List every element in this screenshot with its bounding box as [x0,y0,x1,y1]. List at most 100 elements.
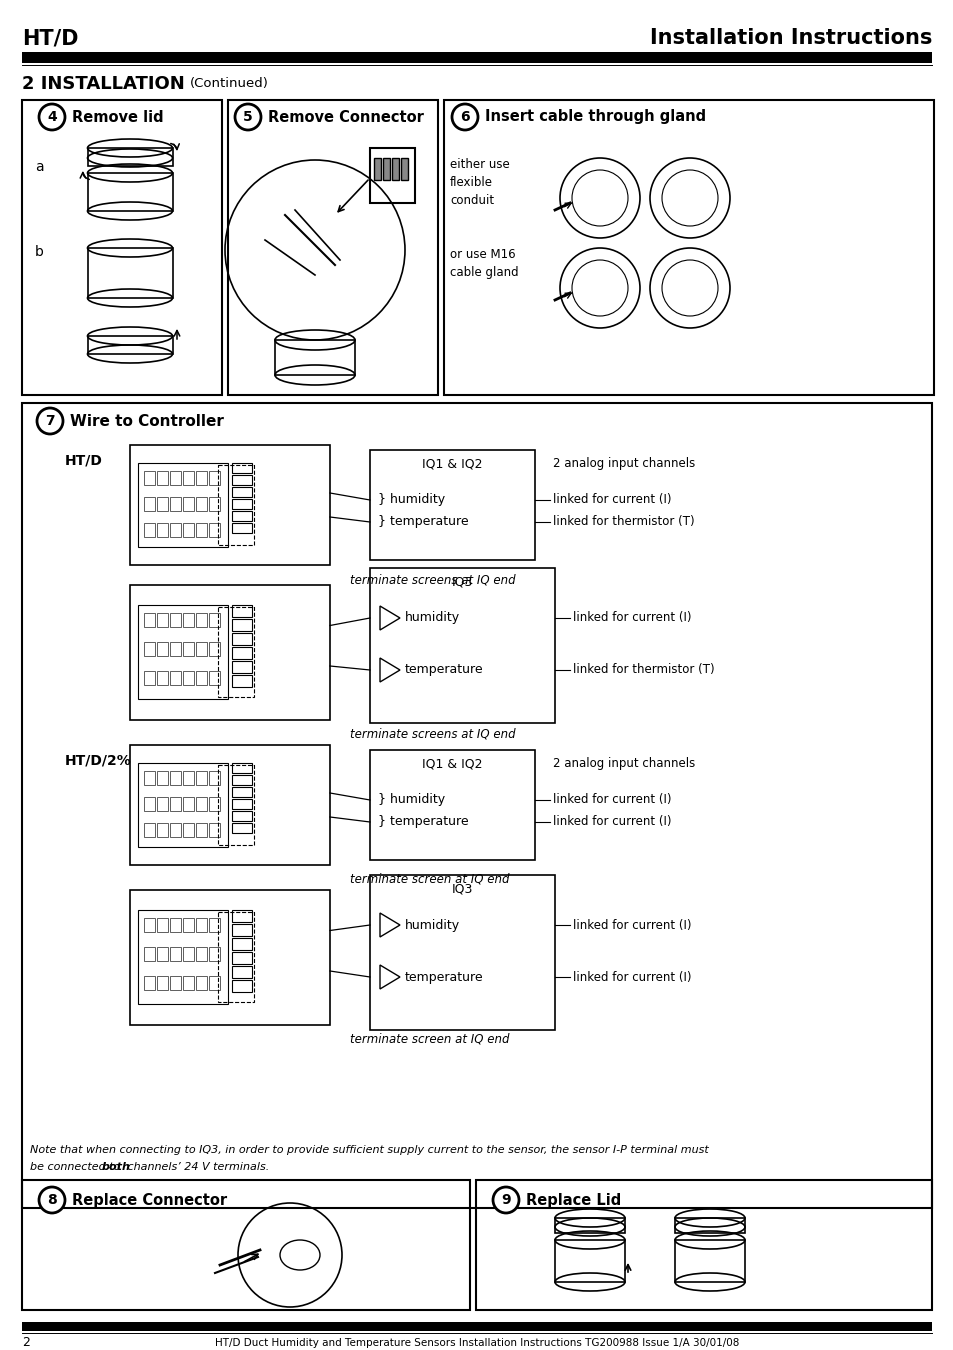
Text: IQ3: IQ3 [452,883,473,895]
Text: temperature: temperature [405,971,483,984]
Bar [195,643,207,656]
Bar [130,446,330,566]
Bar [22,100,222,396]
Text: HT/D Duct Humidity and Temperature Sensors Installation Instructions TG200988 Is: HT/D Duct Humidity and Temperature Senso… [214,1338,739,1349]
Text: or use M16
cable gland: or use M16 cable gland [450,248,518,279]
Bar [195,946,207,961]
Bar [183,771,193,784]
Bar [170,471,181,485]
Text: IQ3: IQ3 [452,575,473,589]
Bar [138,763,228,846]
Bar [170,671,181,684]
Bar [157,497,168,512]
Text: both: both [102,1162,131,1172]
Bar [443,100,933,396]
Bar [232,910,252,922]
Bar [22,404,931,1208]
Bar [195,796,207,811]
Bar [144,643,154,656]
Bar [88,336,172,354]
Bar [555,1218,624,1233]
Bar [232,512,252,521]
Bar [209,918,220,932]
Text: humidity: humidity [405,612,459,625]
Bar [183,643,193,656]
Bar [157,613,168,626]
Circle shape [234,104,261,130]
Bar [195,976,207,990]
Circle shape [39,104,65,130]
Bar [218,913,253,1002]
Bar [274,340,355,375]
Text: } temperature: } temperature [377,516,468,528]
Bar [232,763,252,774]
Bar [157,671,168,684]
Bar [195,613,207,626]
Bar [209,471,220,485]
Bar [144,471,154,485]
Bar [232,487,252,497]
Bar [232,811,252,821]
Bar [218,608,253,697]
Bar [144,497,154,512]
Bar [370,568,555,724]
Text: be connected to: be connected to [30,1162,124,1172]
Bar [157,946,168,961]
Bar [170,946,181,961]
Bar [218,765,253,845]
Text: } temperature: } temperature [377,815,468,829]
Text: (Continued): (Continued) [190,77,269,90]
Text: linked for thermistor (T): linked for thermistor (T) [573,663,714,676]
Text: linked for thermistor (T): linked for thermistor (T) [553,516,694,528]
Bar [232,775,252,784]
Text: 2 analog input channels: 2 analog input channels [553,458,695,471]
Bar [130,890,330,1025]
Text: Remove Connector: Remove Connector [268,109,423,124]
Bar [183,796,193,811]
Bar [232,662,252,674]
Text: HT/D/2%: HT/D/2% [65,753,132,767]
Text: terminate screen at IQ end: terminate screen at IQ end [350,1033,509,1045]
Bar [209,824,220,837]
Bar [232,967,252,977]
Circle shape [37,408,63,433]
Bar [183,471,193,485]
Bar [144,796,154,811]
Text: linked for current (I): linked for current (I) [553,494,671,506]
Bar [22,53,931,63]
Bar [370,875,555,1030]
Bar [555,1241,624,1282]
Bar [675,1218,744,1233]
Bar [209,671,220,684]
Bar [183,613,193,626]
Bar [157,824,168,837]
Text: terminate screens at IQ end: terminate screens at IQ end [350,574,515,586]
Bar [392,158,398,180]
Bar [195,918,207,932]
Text: IQ1 & IQ2: IQ1 & IQ2 [422,757,482,771]
Text: channels’ 24 V terminals.: channels’ 24 V terminals. [124,1162,269,1172]
Text: either use
flexible
conduit: either use flexible conduit [450,158,509,207]
Bar [157,918,168,932]
Bar [183,522,193,537]
Bar [232,824,252,833]
Text: terminate screens at IQ end: terminate screens at IQ end [350,728,515,741]
Bar [232,675,252,687]
Bar [22,1322,931,1331]
Bar [138,910,228,1004]
Text: Replace Connector: Replace Connector [71,1192,227,1207]
Bar [209,497,220,512]
Bar [170,918,181,932]
Bar [157,771,168,784]
Text: HT/D: HT/D [22,28,78,49]
Bar [183,976,193,990]
Bar [138,605,228,699]
Bar [130,745,330,865]
Text: terminate screen at IQ end: terminate screen at IQ end [350,872,509,886]
Text: } humidity: } humidity [377,494,445,506]
Bar [170,976,181,990]
Bar [370,148,415,202]
Bar [130,585,330,720]
Bar [209,522,220,537]
Bar [144,771,154,784]
